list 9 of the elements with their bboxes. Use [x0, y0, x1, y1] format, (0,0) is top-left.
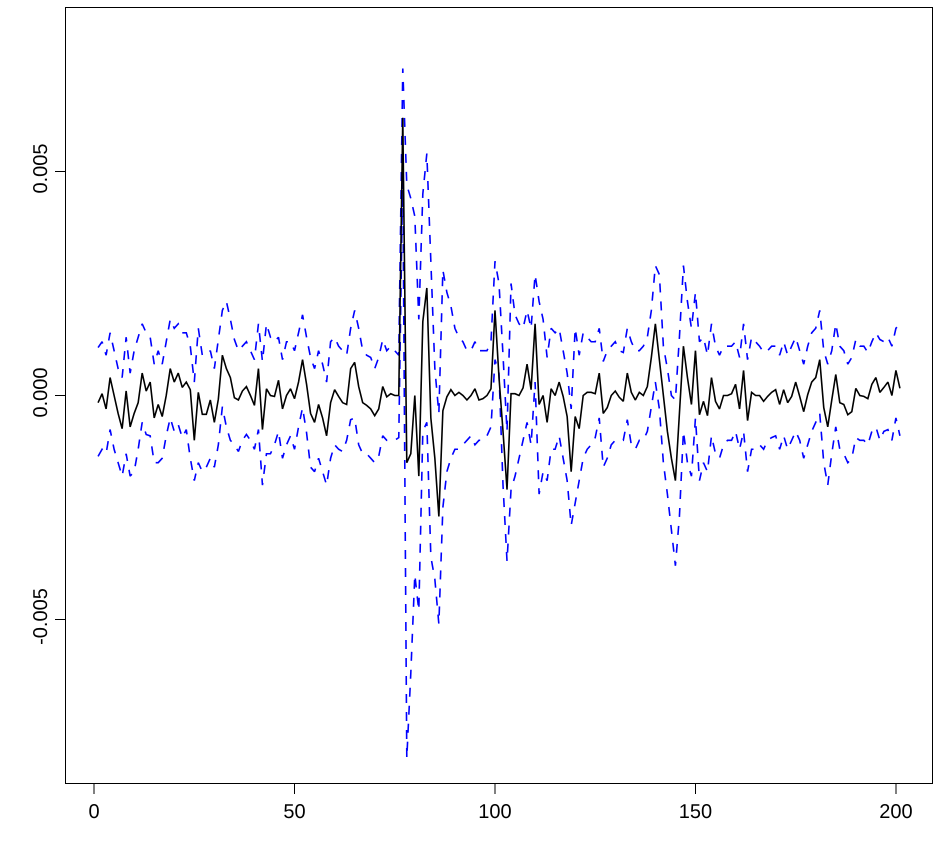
y-tick-label: 0.000 [30, 367, 52, 418]
x-tick-label: 200 [879, 801, 913, 824]
x-tick-label: 150 [678, 801, 712, 824]
y-tick-label: 0.005 [30, 143, 52, 194]
x-tick-label: 100 [478, 801, 512, 824]
line-series [97, 116, 901, 518]
y-tick-label: -0.005 [30, 588, 52, 645]
x-tick-label: 50 [283, 801, 306, 824]
x-tick-label: 0 [88, 801, 100, 824]
